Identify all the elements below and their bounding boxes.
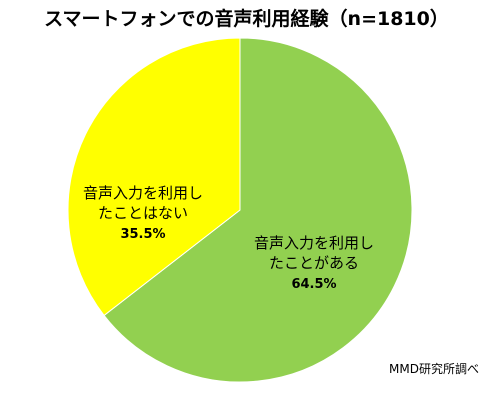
slice-label-1-line-1: 音声入力を利用し [254,234,374,252]
slice-label-1-line-2: たことがある [269,254,359,272]
slice-value-label-2: 35.5% [120,227,165,242]
slice-label-2-line-2: たことはない [98,204,188,222]
chart-title: スマートフォンでの音声利用経験（n=1810） [44,8,449,30]
slice-value-label-1: 64.5% [291,277,336,292]
pie-slice-2 [67,37,241,317]
slice-label-2-line-1: 音声入力を利用し [83,184,203,202]
pie-slice-1 [103,37,413,383]
source-note: MMD研究所調べ [389,362,479,376]
